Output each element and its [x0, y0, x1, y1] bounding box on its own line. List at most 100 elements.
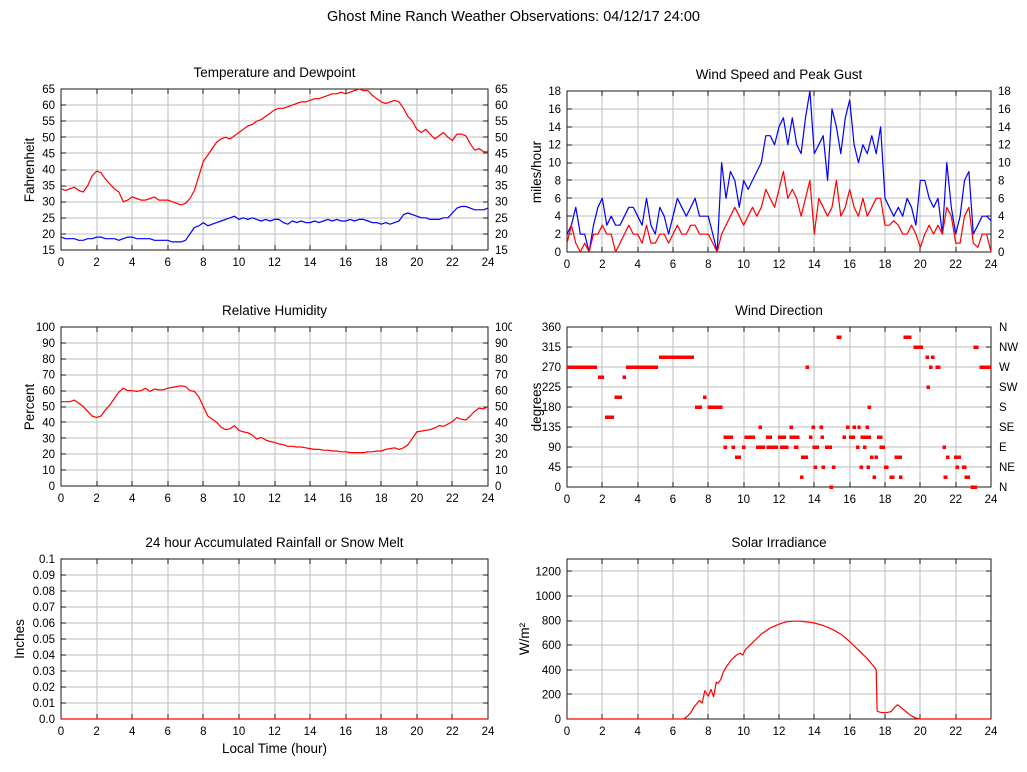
svg-text:8: 8: [555, 175, 561, 187]
svg-text:315: 315: [542, 342, 561, 354]
svg-text:6: 6: [670, 726, 676, 738]
svg-text:35: 35: [42, 181, 55, 193]
svg-text:0.02: 0.02: [33, 682, 55, 694]
tick-labels: 0 2 4 6 8 10 12 14 16 18 20 22 240200400600800100012…: [535, 566, 998, 738]
svg-text:10: 10: [998, 158, 1011, 170]
svg-text:100: 100: [36, 322, 55, 334]
series-temperature: [60, 88, 488, 206]
svg-text:0.06: 0.06: [33, 618, 55, 630]
x-axis-label: Local Time (hour): [221, 741, 328, 756]
svg-text:180: 180: [542, 402, 561, 414]
svg-text:70: 70: [495, 370, 508, 382]
grid: [61, 327, 488, 486]
svg-text:20: 20: [410, 257, 423, 269]
svg-text:30: 30: [495, 197, 508, 209]
svg-text:14: 14: [548, 122, 561, 134]
svg-text:90: 90: [495, 338, 508, 350]
svg-text:NE: NE: [999, 462, 1015, 474]
svg-text:45: 45: [548, 462, 561, 474]
svg-text:25: 25: [42, 213, 55, 225]
svg-text:18: 18: [879, 726, 892, 738]
svg-text:6: 6: [670, 259, 676, 271]
svg-text:0: 0: [998, 247, 1004, 259]
svg-text:10: 10: [737, 494, 750, 506]
svg-text:6: 6: [165, 726, 171, 738]
svg-text:16: 16: [548, 104, 561, 116]
grid: [567, 559, 991, 719]
svg-text:E: E: [999, 442, 1007, 454]
svg-text:65: 65: [495, 84, 508, 96]
svg-text:8: 8: [200, 257, 206, 269]
plot-accumulated-rainfall: 0 2 4 6 8 10 12 14 16 18 20 22 240.00.010.020.030.04…: [33, 554, 495, 738]
svg-text:4: 4: [634, 494, 641, 506]
svg-text:0: 0: [495, 481, 501, 493]
svg-text:200: 200: [542, 689, 561, 701]
y-axis-label: degrees: [529, 382, 544, 432]
series-wind-speed: [566, 170, 992, 253]
series-humidity: [61, 385, 489, 454]
svg-text:24: 24: [482, 257, 495, 269]
series-peak-gust: [566, 90, 992, 253]
svg-text:40: 40: [495, 165, 508, 177]
svg-text:12: 12: [268, 257, 281, 269]
svg-text:0: 0: [555, 482, 561, 494]
svg-text:18: 18: [375, 257, 388, 269]
svg-text:4: 4: [555, 211, 562, 223]
svg-text:24: 24: [482, 493, 495, 505]
svg-text:18: 18: [998, 86, 1011, 98]
svg-text:SW: SW: [999, 382, 1018, 394]
svg-text:14: 14: [808, 726, 821, 738]
svg-text:24: 24: [985, 259, 998, 271]
svg-text:20: 20: [914, 726, 927, 738]
svg-text:6: 6: [165, 257, 171, 269]
svg-text:16: 16: [843, 726, 856, 738]
svg-text:20: 20: [410, 493, 423, 505]
tick-marks: [567, 559, 991, 719]
svg-text:22: 22: [949, 726, 962, 738]
svg-text:800: 800: [542, 616, 561, 628]
svg-text:4: 4: [129, 493, 136, 505]
page-title: Ghost Mine Ranch Weather Observations: 0…: [327, 9, 700, 25]
svg-text:65: 65: [42, 84, 55, 96]
svg-text:25: 25: [495, 213, 508, 225]
svg-text:30: 30: [42, 197, 55, 209]
svg-text:14: 14: [304, 726, 317, 738]
svg-text:15: 15: [495, 245, 508, 257]
svg-text:8: 8: [200, 726, 206, 738]
svg-text:600: 600: [542, 640, 561, 652]
chart-wind-speed-gust: 0 2 4 6 8 10 12 14 16 18 20 22 24 0 0 2 2 4 4 6 6 8 8 10 10 12 12 1…: [515, 60, 1027, 290]
svg-text:80: 80: [42, 354, 55, 366]
svg-text:24: 24: [985, 494, 998, 506]
svg-text:50: 50: [495, 402, 508, 414]
plot-solar-irradiance: 0 2 4 6 8 10 12 14 16 18 20 22 240200400600800100012…: [535, 558, 998, 738]
svg-text:18: 18: [375, 493, 388, 505]
y-axis-label: Fahrenheit: [22, 137, 37, 202]
svg-text:2: 2: [93, 726, 99, 738]
chart-title: Wind Direction: [735, 303, 823, 318]
svg-text:40: 40: [42, 165, 55, 177]
svg-text:270: 270: [542, 362, 561, 374]
svg-text:12: 12: [773, 494, 786, 506]
svg-text:16: 16: [843, 259, 856, 271]
svg-text:55: 55: [495, 116, 508, 128]
svg-text:0: 0: [58, 493, 64, 505]
svg-text:10: 10: [233, 726, 246, 738]
svg-text:0.01: 0.01: [33, 698, 55, 710]
svg-text:0: 0: [58, 257, 64, 269]
svg-text:14: 14: [808, 259, 821, 271]
svg-text:10: 10: [233, 257, 246, 269]
svg-text:N: N: [999, 482, 1007, 494]
svg-text:30: 30: [495, 433, 508, 445]
svg-text:10: 10: [548, 158, 561, 170]
svg-text:12: 12: [548, 140, 561, 152]
chart-title: 24 hour Accumulated Rainfall or Snow Mel…: [145, 535, 404, 550]
svg-text:4: 4: [129, 257, 136, 269]
svg-text:10: 10: [42, 465, 55, 477]
svg-text:N: N: [999, 322, 1007, 334]
svg-text:1200: 1200: [535, 566, 561, 578]
y-axis-label: miles/hour: [529, 140, 544, 203]
